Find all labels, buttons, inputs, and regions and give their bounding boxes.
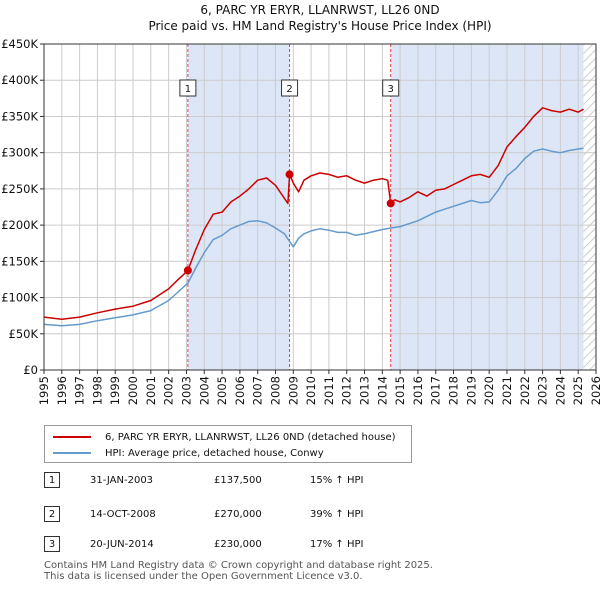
x-tick-label: 2021 [500, 376, 514, 405]
sale-hpi-diff: 17% ↑ HPI [310, 539, 364, 550]
sale-point [386, 199, 395, 208]
x-tick-label: 2006 [233, 376, 247, 405]
x-tick-label: 2010 [304, 376, 318, 405]
sale-date: 31-JAN-2003 [90, 475, 154, 486]
sale-point [285, 170, 294, 179]
chart-legend: 6, PARC YR ERYR, LLANRWST, LL26 0ND (det… [44, 425, 412, 463]
series-line [44, 147, 584, 327]
x-tick-label: 2004 [197, 376, 211, 405]
x-tick-label: 2011 [322, 376, 336, 405]
x-tick-label: 1999 [108, 376, 122, 405]
sale-number-badge: 1 [44, 472, 60, 488]
price-chart: 6, PARC YR ERYR, LLANRWST, LL26 0ND Pric… [1, 3, 600, 405]
y-tick-label: £250K [1, 182, 38, 196]
ownership-shade [187, 44, 290, 370]
table-row: 1 31-JAN-2003 £137,500 15% ↑ HPI [44, 472, 464, 490]
x-tick-label: 2014 [375, 376, 389, 405]
x-tick-label: 2007 [251, 376, 265, 405]
chart-title: 6, PARC YR ERYR, LLANRWST, LL26 0ND [200, 3, 439, 17]
x-tick-label: 2001 [144, 376, 158, 405]
sale-number-badge: 2 [44, 506, 60, 522]
sale-date: 20-JUN-2014 [90, 539, 154, 550]
sale-label-box [281, 79, 299, 97]
plot-frame [43, 43, 597, 371]
legend-property-label: 6, PARC YR ERYR, LLANRWST, LL26 0ND (det… [105, 431, 396, 443]
table-row: 3 20-JUN-2014 £230,000 17% ↑ HPI [44, 536, 464, 554]
copyright-text: Contains HM Land Registry data © Crown c… [44, 560, 433, 571]
y-tick-label: £400K [1, 73, 38, 87]
x-tick-label: 2008 [268, 376, 282, 405]
x-tick-label: 2013 [358, 376, 372, 405]
x-tick-label: 2026 [589, 376, 600, 405]
y-tick-label: £0 [23, 363, 38, 377]
x-tick-label: 1998 [90, 376, 104, 405]
y-tick-label: £350K [1, 109, 38, 123]
sale-label-text: 3 [388, 84, 394, 95]
y-tick-label: £100K [1, 291, 38, 305]
sale-label-box [179, 79, 197, 97]
x-tick-label: 2022 [518, 376, 532, 405]
y-tick-label: £450K [1, 37, 38, 51]
sale-number-badge: 3 [44, 536, 60, 552]
x-tick-label: 2003 [179, 376, 193, 405]
x-tick-label: 2018 [447, 376, 461, 405]
x-tick-label: 2019 [464, 376, 478, 405]
sale-date: 14-OCT-2008 [90, 509, 156, 520]
x-tick-label: 2002 [162, 376, 176, 405]
x-tick-label: 2005 [215, 376, 229, 405]
x-tick-label: 2017 [429, 376, 443, 405]
x-tick-label: 2009 [286, 376, 300, 405]
x-tick-label: 1995 [37, 376, 51, 405]
sale-price: £270,000 [214, 509, 262, 520]
x-tick-label: 2024 [553, 376, 567, 405]
x-tick-label: 1996 [55, 376, 69, 405]
sale-hpi-diff: 15% ↑ HPI [310, 475, 364, 486]
sale-label-text: 1 [185, 84, 191, 95]
x-tick-label: 2020 [482, 376, 496, 405]
y-tick-label: £50K [9, 327, 39, 341]
sale-point [183, 266, 192, 275]
y-tick-label: £200K [1, 218, 38, 232]
x-tick-label: 2016 [411, 376, 425, 405]
sale-hpi-diff: 39% ↑ HPI [310, 509, 364, 520]
series-group [44, 107, 584, 327]
x-tick-label: 2000 [126, 376, 140, 405]
table-row: 2 14-OCT-2008 £270,000 39% ↑ HPI [44, 506, 464, 524]
sale-price: £137,500 [214, 475, 262, 486]
sale-label-box [382, 79, 400, 97]
attribution-footer: Contains HM Land Registry data © Crown c… [44, 560, 433, 582]
x-tick-label: 2012 [340, 376, 354, 405]
x-tick-label: 2025 [571, 376, 585, 405]
licence-text: This data is licensed under the Open Gov… [44, 571, 363, 582]
legend-hpi-label: HPI: Average price, detached house, Conw… [105, 447, 324, 459]
y-tick-label: £300K [1, 146, 38, 160]
legend-item-property: 6, PARC YR ERYR, LLANRWST, LL26 0ND (det… [53, 429, 396, 445]
forecast-hatch [583, 44, 596, 370]
x-tick-label: 2023 [536, 376, 550, 405]
legend-hpi-swatch [53, 452, 91, 454]
series-line [44, 107, 584, 321]
ownership-shade [390, 44, 584, 370]
chart-subtitle: Price paid vs. HM Land Registry's House … [148, 19, 491, 33]
x-tick-label: 1997 [73, 376, 87, 405]
y-tick-label: £150K [1, 254, 38, 268]
x-tick-label: 2015 [393, 376, 407, 405]
sale-label-text: 2 [286, 84, 292, 95]
legend-item-hpi: HPI: Average price, detached house, Conw… [53, 445, 324, 461]
legend-property-swatch [53, 436, 91, 438]
sale-price: £230,000 [214, 539, 262, 550]
